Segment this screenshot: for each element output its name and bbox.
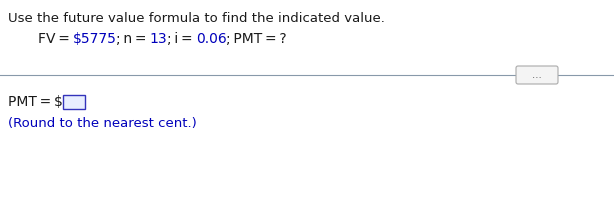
Text: 0.06: 0.06 xyxy=(196,32,227,46)
Text: FV =: FV = xyxy=(38,32,72,46)
Text: ; i =: ; i = xyxy=(168,32,196,46)
Text: PMT = $: PMT = $ xyxy=(8,95,63,109)
Text: Use the future value formula to find the indicated value.: Use the future value formula to find the… xyxy=(8,12,385,25)
Text: …: … xyxy=(532,70,542,80)
FancyBboxPatch shape xyxy=(516,66,558,84)
FancyBboxPatch shape xyxy=(63,95,85,109)
Text: ; PMT = ?: ; PMT = ? xyxy=(227,32,287,46)
Text: $5775: $5775 xyxy=(72,32,117,46)
Text: 13: 13 xyxy=(150,32,168,46)
Text: ; n =: ; n = xyxy=(117,32,150,46)
Text: (Round to the nearest cent.): (Round to the nearest cent.) xyxy=(8,117,196,130)
